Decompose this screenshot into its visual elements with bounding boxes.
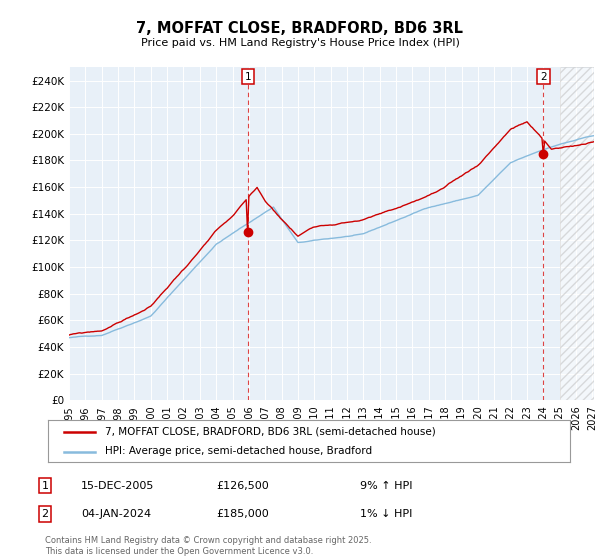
Bar <box>560 67 596 400</box>
Text: 15-DEC-2005: 15-DEC-2005 <box>81 480 154 491</box>
Text: £126,500: £126,500 <box>216 480 269 491</box>
Text: 1% ↓ HPI: 1% ↓ HPI <box>360 509 412 519</box>
Text: 2: 2 <box>41 509 49 519</box>
Text: 1: 1 <box>245 72 251 82</box>
Text: 9% ↑ HPI: 9% ↑ HPI <box>360 480 413 491</box>
Text: 7, MOFFAT CLOSE, BRADFORD, BD6 3RL: 7, MOFFAT CLOSE, BRADFORD, BD6 3RL <box>137 21 464 36</box>
Text: £185,000: £185,000 <box>216 509 269 519</box>
Text: 7, MOFFAT CLOSE, BRADFORD, BD6 3RL (semi-detached house): 7, MOFFAT CLOSE, BRADFORD, BD6 3RL (semi… <box>106 427 436 437</box>
Text: Price paid vs. HM Land Registry's House Price Index (HPI): Price paid vs. HM Land Registry's House … <box>140 38 460 48</box>
Text: 04-JAN-2024: 04-JAN-2024 <box>81 509 151 519</box>
Text: 2: 2 <box>540 72 547 82</box>
Text: Contains HM Land Registry data © Crown copyright and database right 2025.
This d: Contains HM Land Registry data © Crown c… <box>45 536 371 556</box>
Text: 1: 1 <box>41 480 49 491</box>
Text: HPI: Average price, semi-detached house, Bradford: HPI: Average price, semi-detached house,… <box>106 446 373 456</box>
